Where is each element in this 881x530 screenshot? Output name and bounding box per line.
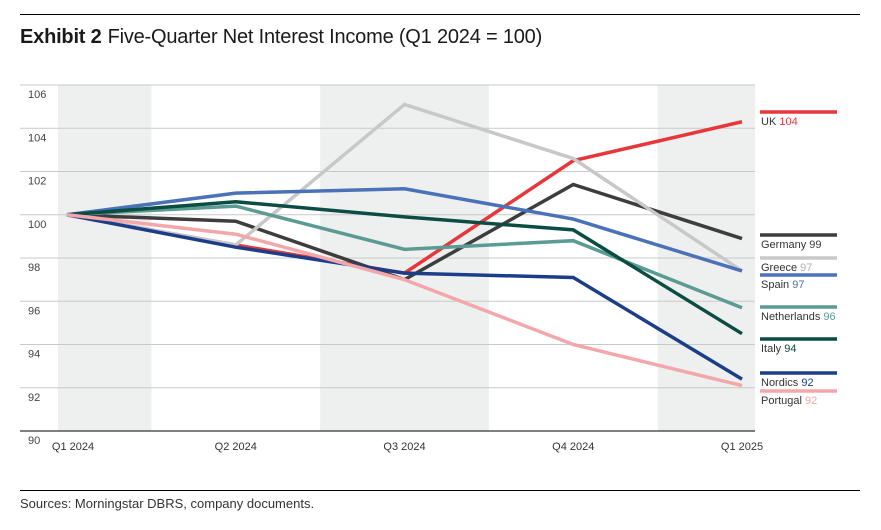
y-tick-label: 102 (28, 176, 46, 188)
source-note: Sources: Morningstar DBRS, company docum… (20, 496, 315, 511)
y-tick-label: 100 (28, 219, 46, 231)
title-text: Five-Quarter Net Interest Income (Q1 202… (107, 26, 543, 48)
series-line (66, 200, 743, 336)
series-name: Netherlands (761, 311, 823, 323)
gridlines (20, 84, 755, 432)
series-value: 99 (809, 239, 821, 251)
x-tick-label: Q4 2024 (552, 441, 594, 453)
y-tick-label: 104 (28, 132, 46, 144)
series-name: Portugal (761, 395, 805, 407)
series-end-label: Spain 97 (761, 279, 804, 291)
x-tick-label: Q2 2024 (215, 441, 257, 453)
series-end-label: Netherlands 96 (761, 311, 836, 323)
y-tick-label: 92 (28, 392, 40, 404)
y-tick-label: 94 (28, 349, 40, 361)
series-value: 97 (792, 279, 804, 291)
x-axis: Q1 2024 Q2 2024 Q3 2024 Q4 2024 Q1 2025 (52, 441, 763, 453)
series-end-label: Germany 99 (761, 239, 822, 251)
x-tick-label: Q1 2024 (52, 441, 94, 453)
series-value: 94 (784, 343, 796, 355)
series-value: 96 (823, 311, 835, 323)
series-name: UK (761, 116, 779, 128)
series-end-label: Greece 97 (761, 262, 812, 274)
series-value: 104 (779, 116, 797, 128)
series-value: 92 (801, 377, 813, 389)
top-rule (20, 14, 860, 15)
x-tick-label: Q3 2024 (383, 441, 425, 453)
series-line (66, 187, 743, 273)
line-chart: 106 104 102 100 98 96 94 92 90 Q1 2024 Q2 2024 Q3 … (20, 84, 837, 453)
bottom-rule (20, 490, 860, 491)
series-end-label: Nordics 92 (761, 377, 814, 389)
series-name: Nordics (761, 377, 801, 389)
y-tick-label: 98 (28, 262, 40, 274)
y-axis: 106 104 102 100 98 96 94 92 90 (28, 89, 46, 447)
series-line (66, 213, 743, 381)
series-end-label: Portugal 92 (761, 395, 817, 407)
series-end-label: UK 104 (761, 116, 798, 128)
series-name: Germany (761, 239, 809, 251)
series-end-label: Italy 94 (761, 343, 796, 355)
series-name: Spain (761, 279, 792, 291)
series-value: 97 (800, 262, 812, 274)
y-tick-label: 96 (28, 305, 40, 317)
chart-title: Exhibit 2 Five-Quarter Net Interest Incom… (20, 26, 542, 49)
series-value: 92 (805, 395, 817, 407)
series-name: Greece (761, 262, 800, 274)
exhibit-label: Exhibit 2 (20, 26, 102, 48)
series-name: Italy (761, 343, 784, 355)
x-tick-label: Q1 2025 (721, 441, 763, 453)
y-tick-label: 90 (28, 435, 40, 447)
series-lines (66, 102, 743, 388)
series-line (66, 213, 743, 388)
y-tick-label: 106 (28, 89, 46, 101)
